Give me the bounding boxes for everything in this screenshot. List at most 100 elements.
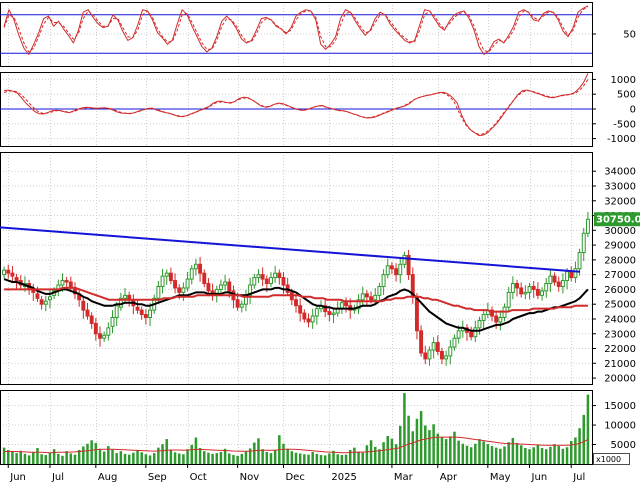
volume-bar bbox=[140, 452, 143, 464]
volume-bar bbox=[115, 453, 118, 464]
volume-scale-box bbox=[593, 453, 630, 465]
candle-body bbox=[394, 268, 399, 276]
candle-body bbox=[281, 277, 286, 286]
volume-bar bbox=[298, 453, 302, 464]
volume-bar bbox=[424, 425, 427, 464]
candle-body bbox=[565, 271, 570, 282]
volume-bar bbox=[499, 448, 502, 464]
candle-body bbox=[143, 314, 148, 319]
volume-bar bbox=[144, 454, 148, 464]
volume-bar bbox=[48, 452, 52, 464]
candle-body bbox=[419, 330, 424, 354]
volume-bar bbox=[136, 450, 139, 464]
candle-body bbox=[456, 330, 461, 339]
candle-body bbox=[552, 275, 557, 283]
candle-body bbox=[385, 265, 390, 276]
volume-bar bbox=[132, 452, 135, 464]
x-axis-tick-label: Sep bbox=[148, 472, 167, 483]
last-price-tag bbox=[594, 212, 640, 227]
candle-body bbox=[364, 293, 369, 298]
volume-bar bbox=[244, 451, 248, 464]
volume-bar bbox=[152, 453, 156, 464]
volume-bar bbox=[319, 455, 323, 464]
stochastic-d-line bbox=[3, 6, 589, 53]
volume-bar bbox=[223, 448, 227, 464]
candle-body bbox=[114, 305, 119, 319]
volume-bar bbox=[586, 394, 590, 464]
candle-body bbox=[369, 296, 374, 301]
volume-bar bbox=[353, 447, 356, 464]
content-layer bbox=[0, 5, 592, 464]
volume-bar bbox=[36, 448, 39, 464]
volume-bar bbox=[428, 430, 431, 464]
candle-body bbox=[527, 285, 532, 293]
candle-body bbox=[269, 277, 273, 285]
volume-bar bbox=[182, 454, 185, 464]
volume-bar bbox=[7, 449, 10, 464]
volume-bar bbox=[282, 443, 285, 464]
volume-bar bbox=[90, 440, 93, 464]
candle-body bbox=[469, 331, 474, 338]
candle-body bbox=[302, 312, 307, 320]
candle-body bbox=[47, 296, 52, 301]
candle-body bbox=[189, 268, 194, 280]
candle-body bbox=[43, 300, 48, 305]
candle-body bbox=[298, 305, 303, 314]
candle-body bbox=[477, 319, 482, 329]
candle-body bbox=[139, 309, 144, 316]
candle-body bbox=[519, 287, 524, 295]
volume-bar bbox=[528, 449, 531, 464]
volume-bar bbox=[257, 438, 260, 464]
candle-body bbox=[260, 274, 265, 280]
volume-moving-average-line bbox=[4, 436, 589, 454]
candle-body bbox=[510, 283, 515, 293]
candle-body bbox=[498, 317, 503, 323]
candle-body bbox=[93, 322, 98, 335]
volume-bar bbox=[303, 454, 306, 464]
x-axis-tick-label: Jul bbox=[572, 472, 585, 483]
volume-bar bbox=[228, 453, 231, 464]
volume-bar bbox=[161, 444, 164, 464]
volume-bar bbox=[332, 450, 335, 464]
candle-body bbox=[256, 274, 261, 279]
volume-bar bbox=[253, 442, 256, 464]
candle-body bbox=[314, 308, 319, 317]
volume-bar bbox=[524, 448, 527, 464]
volume-bar bbox=[365, 445, 369, 464]
candle-body bbox=[406, 254, 411, 276]
candle-body bbox=[577, 251, 582, 270]
volume-bar bbox=[232, 455, 235, 464]
price-y-tick-label: 26000 bbox=[604, 285, 636, 296]
volume-bar bbox=[94, 442, 98, 464]
x-axis-tick-label: 2025 bbox=[331, 472, 356, 483]
candle-body bbox=[6, 269, 11, 274]
candle-body bbox=[277, 272, 282, 279]
candle-body bbox=[202, 272, 207, 285]
volume-bar bbox=[490, 446, 494, 464]
volume-bar bbox=[461, 443, 465, 464]
candle-body bbox=[414, 296, 419, 332]
price-y-tick-label: 24000 bbox=[604, 314, 636, 325]
volume-bar bbox=[11, 451, 14, 464]
candle-body bbox=[310, 315, 315, 323]
x-axis-tick-label: Jun bbox=[531, 472, 548, 483]
candle-body bbox=[448, 346, 453, 357]
volume-bar bbox=[457, 440, 460, 464]
volume-bar bbox=[269, 453, 273, 464]
volume-bar bbox=[102, 451, 106, 464]
volume-bar bbox=[73, 454, 77, 464]
candle-body bbox=[540, 290, 545, 296]
price-y-tick-label: 27000 bbox=[604, 270, 636, 281]
volume-bar bbox=[290, 451, 294, 464]
price-y-tick-label: 20000 bbox=[604, 374, 636, 385]
volume-bar bbox=[190, 444, 193, 464]
price-y-tick-label: 28000 bbox=[604, 255, 636, 266]
candle-body bbox=[206, 283, 211, 292]
x-axis-tick-label: Oct bbox=[190, 472, 207, 483]
volume-bar bbox=[357, 451, 360, 464]
candle-body bbox=[185, 278, 190, 289]
volume-bar bbox=[536, 444, 540, 464]
candle-body bbox=[373, 294, 378, 301]
